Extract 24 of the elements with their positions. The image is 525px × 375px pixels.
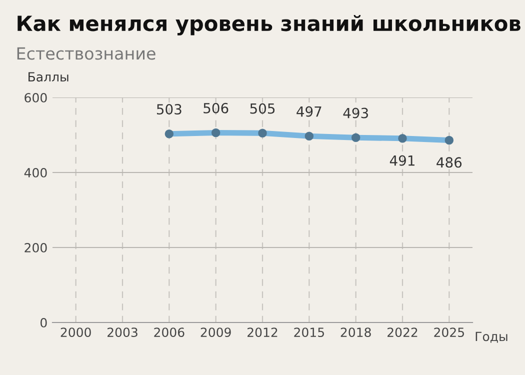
x-tick-label: 2003 [108,328,138,338]
chart-subtitle: Естествознание [17,47,156,60]
chart-title: Как менялся уровень знаний школьников [18,15,520,36]
data-label: 493 [343,108,368,118]
x-axis-title: Годы [476,332,508,343]
x-tick-label: 2018 [340,328,371,338]
x-tick-label: 2025 [434,328,464,338]
x-tick-label: 2015 [294,328,324,338]
x-tick-label: 2000 [60,328,91,338]
x-tick-label: 2022 [388,328,418,338]
y-tick-label: 0 [40,318,47,328]
data-label: 506 [204,102,228,114]
data-label: 497 [296,106,322,117]
x-tick-label: 2012 [248,328,278,338]
y-tick-label: 400 [24,168,47,178]
data-label: 491 [390,155,414,166]
y-tick-label: 200 [24,242,47,252]
x-tick-label: 2006 [154,328,184,338]
data-label: 486 [436,157,462,168]
y-tick-label: 600 [24,92,47,102]
data-label: 503 [156,104,182,115]
data-label: 505 [250,103,275,114]
x-tick-label: 2009 [200,328,231,338]
y-axis-title: Баллы [28,72,68,82]
